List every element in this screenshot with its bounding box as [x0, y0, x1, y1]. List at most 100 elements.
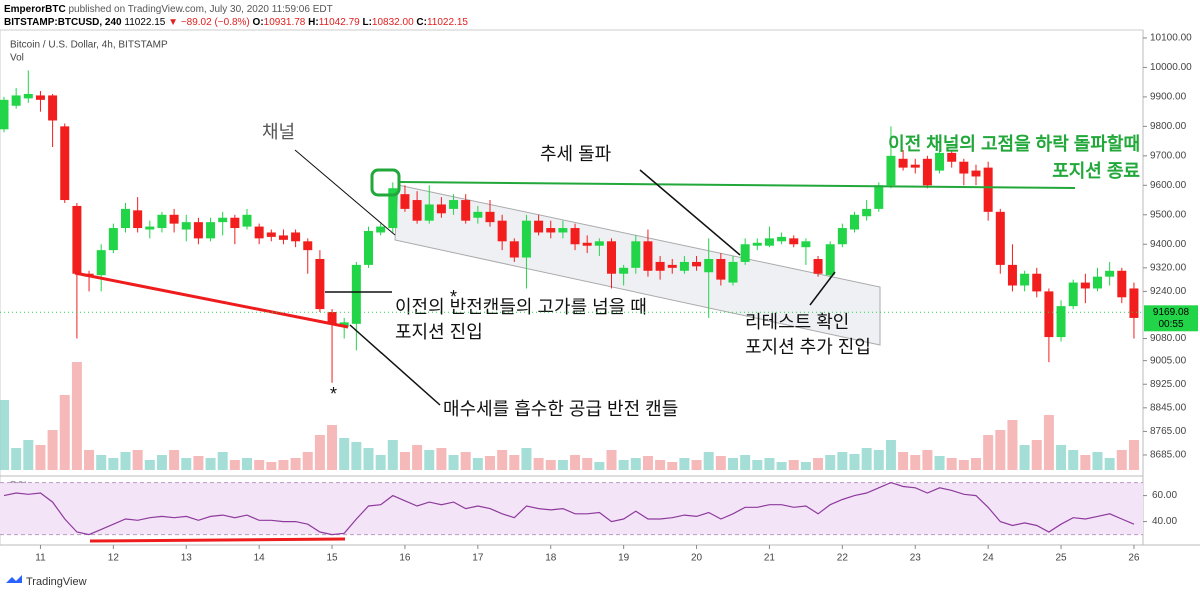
candle-body — [133, 210, 143, 229]
x-tick-label: 16 — [399, 553, 411, 564]
volume-bar — [35, 445, 46, 470]
candle-body — [1032, 273, 1042, 292]
volume-bar — [84, 450, 95, 470]
volume-bar — [545, 460, 556, 470]
volume-bar — [59, 395, 70, 470]
y-tick-label: 8765.00 — [1150, 426, 1187, 437]
pointer-line — [294, 149, 396, 236]
volume-bar — [339, 438, 350, 470]
candle-body — [813, 258, 823, 274]
volume-bar — [570, 455, 581, 470]
candle-body — [777, 236, 787, 242]
candle-body — [1056, 306, 1066, 338]
candle-body — [278, 235, 288, 240]
candle-body — [145, 226, 155, 230]
volume-bar — [132, 450, 143, 470]
volume-bar — [740, 455, 751, 470]
volume-bar — [314, 435, 325, 470]
candle-body — [959, 161, 969, 174]
price: 11022.15 — [124, 17, 165, 28]
candle-body — [48, 95, 58, 121]
volume-bar — [691, 460, 702, 470]
volume-bar — [521, 448, 532, 470]
candle-body — [704, 258, 714, 273]
volume-bar — [1056, 445, 1067, 470]
volume-bar — [849, 454, 860, 470]
candle-body — [242, 214, 252, 227]
candle-body — [72, 205, 82, 274]
pointer-line — [349, 324, 441, 406]
volume-bar — [837, 452, 848, 470]
volume-bar — [776, 462, 787, 470]
volume-bar — [169, 450, 180, 470]
footer: TradingView — [26, 576, 87, 588]
candle-body — [1129, 288, 1139, 318]
volume-bar — [642, 456, 653, 470]
y-tick-label: 9080.00 — [1150, 333, 1187, 344]
y-tick-label: 9800.00 — [1150, 121, 1187, 132]
volume-bar — [1128, 440, 1139, 470]
volume-bar — [861, 448, 872, 470]
volume-bar — [229, 460, 240, 470]
volume-bar — [47, 430, 58, 470]
candle-body — [1080, 282, 1090, 289]
candle-body — [339, 322, 349, 327]
volume-bar — [582, 458, 593, 470]
rsi-line-drawing — [89, 537, 346, 543]
last-price: 9169.08 — [1153, 307, 1190, 318]
volume-bar — [290, 458, 301, 470]
x-tick-label: 19 — [618, 553, 630, 564]
candle-body — [862, 208, 872, 217]
candle-body — [351, 264, 361, 324]
volume-bar — [667, 462, 678, 470]
ohlc-key: O: — [253, 17, 264, 28]
x-tick-label: 25 — [1055, 553, 1067, 564]
candle-body — [449, 200, 459, 209]
candle-body — [424, 204, 434, 221]
volume-bar — [1031, 440, 1042, 470]
candle-body — [266, 232, 276, 237]
ohlc-value: 10931.78 — [264, 17, 306, 28]
volume-bar — [96, 455, 107, 470]
rsi-line — [3, 481, 1135, 536]
candle-body — [485, 211, 495, 223]
candle-body — [716, 258, 726, 280]
candle-body — [181, 222, 191, 230]
annotation: 이전 채널의 고점을 하락 돌파할때 — [888, 133, 1140, 154]
rsi-band — [0, 482, 1143, 535]
volume-bar — [351, 442, 362, 470]
volume-bar — [934, 456, 945, 470]
symbol: BITSTAMP:BTCUSD, 240 — [4, 17, 122, 28]
marks — [0, 70, 1139, 470]
rsi-y-tick-label: 60.00 — [1152, 490, 1177, 501]
candle-body — [327, 312, 337, 324]
candle-body — [1044, 291, 1054, 338]
candle-body — [157, 214, 167, 229]
volume-bar — [885, 440, 896, 470]
candle-body — [667, 264, 677, 268]
rsi-y-tick-label: 40.00 — [1152, 516, 1177, 527]
candle-body — [400, 194, 410, 209]
volume-bar — [278, 460, 289, 470]
volume-bar — [436, 448, 447, 470]
candle-body — [1068, 282, 1078, 307]
candle-body — [218, 217, 228, 223]
x-tick-label: 15 — [326, 553, 338, 564]
candle-body — [169, 214, 179, 224]
candle-body — [436, 204, 446, 214]
candle-body — [740, 244, 750, 262]
x-tick-label: 22 — [837, 553, 849, 564]
annotation: 매수세를 흡수한 공급 반전 캔들 — [443, 399, 678, 419]
chart-title: Bitcoin / U.S. Dollar, 4h, BITSTAMP — [10, 40, 168, 51]
volume-bar — [120, 452, 131, 470]
candle-body — [607, 241, 616, 274]
volume-bar — [399, 452, 410, 470]
candle-body — [692, 261, 702, 267]
volume-bar — [375, 455, 386, 470]
volume-bar — [71, 362, 82, 470]
volume-bar — [655, 460, 666, 470]
ohlc-value: 11022.15 — [427, 17, 468, 28]
volume-bar — [472, 458, 483, 470]
candle-body — [388, 188, 398, 229]
volume-bar — [813, 458, 824, 470]
